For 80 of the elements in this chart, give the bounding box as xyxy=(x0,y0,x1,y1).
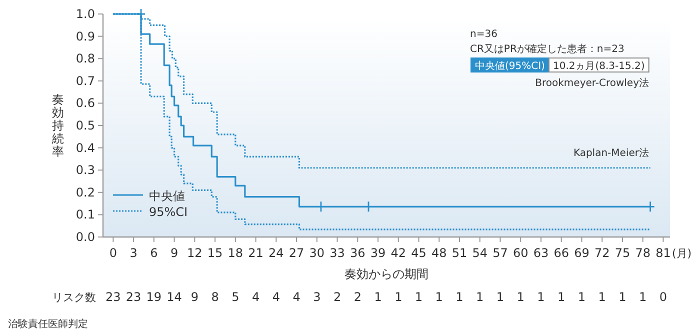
x-tick-label: 57 xyxy=(492,246,508,260)
y-tick-label: 0.7 xyxy=(76,74,95,88)
x-tick-label: 9 xyxy=(170,246,178,260)
legend-label: 95%CI xyxy=(149,205,188,219)
x-tick-label: 69 xyxy=(574,246,590,260)
x-tick-label: 63 xyxy=(533,246,549,260)
annotation: 10.2ヵ月(8.3-15.2) xyxy=(552,61,645,72)
y-tick-label: 0.0 xyxy=(76,230,95,244)
text: (月) xyxy=(672,247,692,260)
x-tick-label: 51 xyxy=(452,246,468,260)
x-tick-label: 36 xyxy=(350,246,366,260)
text: リスク数 xyxy=(52,291,96,304)
x-tick-label: 75 xyxy=(614,246,630,260)
text: 4 xyxy=(272,290,280,304)
y-tick-label: 0.9 xyxy=(76,29,95,44)
x-tick-label: 42 xyxy=(390,246,406,260)
x-tick-label: 78 xyxy=(635,246,650,260)
text: 1 xyxy=(435,290,443,304)
text: 治験責任医師判定 xyxy=(8,318,88,330)
y-axis-title: 奏効持続率 xyxy=(51,92,64,158)
text: 14 xyxy=(166,290,182,304)
x-tick-label: 6 xyxy=(150,246,158,260)
y-tick-label: 1.0 xyxy=(76,7,95,21)
x-tick-label: 27 xyxy=(288,246,304,260)
text: 4 xyxy=(252,290,260,304)
text: 1 xyxy=(578,290,586,304)
text: 1 xyxy=(476,290,484,304)
annotation: Kaplan-Meier法 xyxy=(573,147,649,159)
y-tick-label: 0.8 xyxy=(76,52,95,66)
x-tick-label: 33 xyxy=(330,246,345,260)
text: 1 xyxy=(639,290,647,304)
x-tick-label: 39 xyxy=(370,246,386,260)
text: 1 xyxy=(374,290,382,304)
x-tick-label: 60 xyxy=(512,246,528,260)
x-tick-label: 12 xyxy=(187,246,202,260)
text: 8 xyxy=(211,290,219,304)
text: 2 xyxy=(333,290,342,304)
text: 23 xyxy=(106,290,121,304)
y-tick-label: 0.4 xyxy=(76,140,95,155)
text: 1 xyxy=(414,290,423,304)
y-tick-label: 0.2 xyxy=(76,185,95,200)
annotation: 中央値(95%CI) xyxy=(475,60,546,72)
text: 1 xyxy=(394,290,402,304)
text: 1 xyxy=(598,290,606,304)
text: 2 xyxy=(354,290,362,304)
text: 1 xyxy=(456,290,464,304)
x-tick-label: 21 xyxy=(248,246,264,260)
y-tick-label: 0.1 xyxy=(76,208,95,222)
legend-label: 中央値 xyxy=(149,189,185,203)
x-tick-label: 48 xyxy=(431,246,447,260)
x-tick-label: 18 xyxy=(228,246,244,260)
text: 9 xyxy=(190,290,198,304)
x-tick-label: 3 xyxy=(130,246,138,260)
text: 23 xyxy=(126,290,142,304)
x-tick-label: 0 xyxy=(109,246,118,260)
x-tick-label: 81 xyxy=(656,246,671,260)
text: 4 xyxy=(292,290,300,304)
text: 3 xyxy=(313,290,321,304)
y-tick-label: 0.6 xyxy=(76,96,95,110)
text: 1 xyxy=(496,290,504,304)
x-tick-label: 45 xyxy=(411,246,426,260)
annotation: n=36 xyxy=(470,29,498,40)
x-tick-label: 30 xyxy=(309,246,325,260)
x-axis-title: 奏効からの期間 xyxy=(344,267,428,281)
y-tick-label: 0.3 xyxy=(76,163,95,178)
text: 19 xyxy=(146,290,162,304)
x-tick-label: 15 xyxy=(207,246,223,260)
x-tick-label: 24 xyxy=(268,246,284,260)
x-tick-label: 66 xyxy=(554,246,569,260)
annotation: Brookmeyer-Crowley法 xyxy=(535,77,649,89)
text: 5 xyxy=(232,290,240,304)
x-tick-label: 54 xyxy=(472,246,488,260)
text: 1 xyxy=(516,290,524,304)
text: 1 xyxy=(558,290,566,304)
text: 0 xyxy=(659,290,668,304)
text: 1 xyxy=(537,290,545,304)
text: 1 xyxy=(618,290,626,304)
annotation: CR又はPRが確定した患者：n=23 xyxy=(470,43,624,55)
x-tick-label: 72 xyxy=(594,246,610,260)
y-tick-label: 0.5 xyxy=(76,118,95,132)
